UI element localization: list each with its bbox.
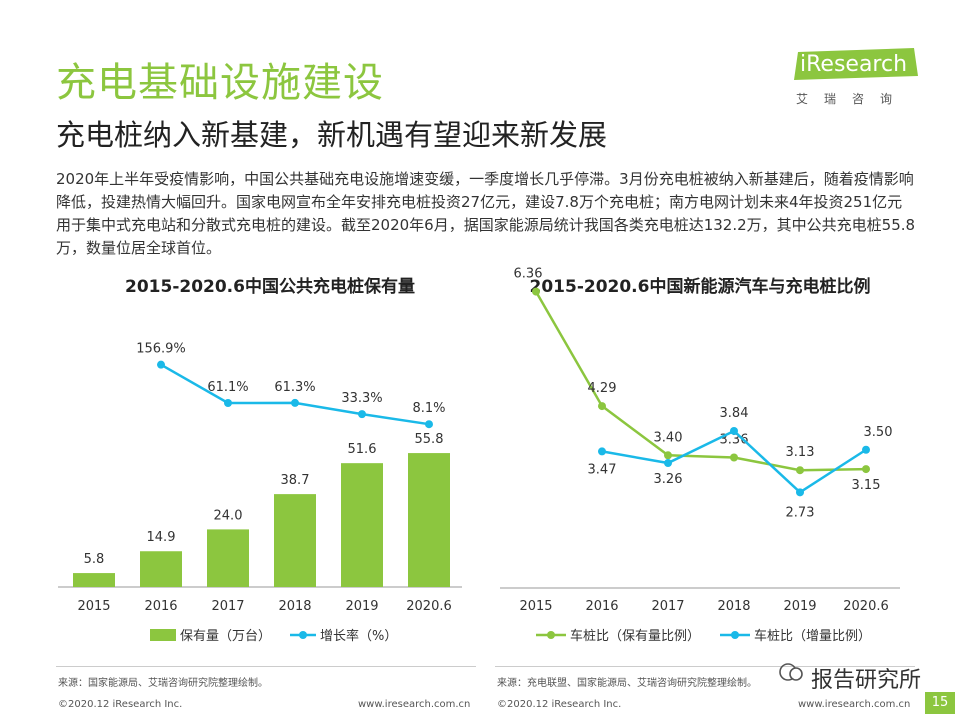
chart2-x-tick: 2020.6 — [843, 599, 889, 614]
chart1-bar-label: 24.0 — [214, 508, 243, 523]
chart2-legend-stock-dot — [547, 631, 555, 639]
chart2-increment-ratio-point — [796, 488, 804, 497]
chart1-x-tick: 2018 — [278, 599, 311, 614]
chart2-increment-ratio-point — [664, 459, 672, 468]
chart1-x-tick: 2020.6 — [406, 599, 452, 614]
chart1-x-tick: 2019 — [345, 599, 378, 614]
page-title: 充电基础设施建设 — [56, 60, 384, 106]
chart1-legend-line-dot — [299, 631, 307, 639]
chart2-stock-ratio-line — [534, 290, 867, 472]
chart1-bar-label: 5.8 — [84, 552, 105, 567]
chart1-growth-point — [291, 398, 299, 407]
logo-text: iResearch — [800, 52, 908, 77]
chart2-x-tick: 2015 — [519, 599, 552, 614]
chart1-bar — [341, 463, 383, 587]
chart2-increment-ratio-label: 3.84 — [720, 406, 749, 421]
chart2-stock-ratio-point — [862, 465, 870, 474]
chart2-stock-ratio-point — [664, 451, 672, 460]
chart1-bar — [73, 573, 115, 587]
chart1-bar — [274, 494, 316, 587]
chart1-x-tick: 2017 — [211, 599, 244, 614]
chart1-bar-label: 51.6 — [348, 442, 377, 457]
chart1-growth-label: 8.1% — [412, 401, 445, 416]
page-number: 15 — [925, 692, 955, 714]
chart2-legend-increment-dot — [731, 631, 739, 639]
chart1-growth-point — [224, 399, 232, 407]
chart2-stock-ratio-label: 3.40 — [654, 430, 683, 445]
chart1-x-tick: 2016 — [144, 599, 177, 614]
logo-badge-icon — [794, 48, 918, 80]
chart2-increment-ratio-label: 3.47 — [588, 462, 617, 477]
logo-cn: 艾瑞咨询 — [796, 92, 909, 106]
chart2-stock-ratio-point — [598, 402, 606, 411]
site-right: www.iresearch.com.cn — [798, 699, 911, 710]
site-left: www.iresearch.com.cn — [358, 699, 471, 710]
footer-divider-left — [56, 666, 476, 667]
chart1-bar-label: 14.9 — [147, 530, 176, 545]
chart2-title: 2015-2020.6中国新能源汽车与充电桩比例 — [529, 277, 871, 297]
chart2-stock-ratio-label: 3.13 — [786, 445, 815, 460]
chart1-bar — [140, 551, 182, 587]
source-right: 来源：充电联盟、国家能源局、艾瑞咨询研究院整理绘制。 — [497, 678, 757, 689]
chart2-stock-ratio-label: 6.36 — [514, 267, 543, 282]
chart2-increment-ratio-point — [862, 445, 870, 454]
chart2-stock-ratio-label: 3.15 — [852, 478, 881, 493]
chart1-growth-point — [425, 420, 433, 429]
chart1-bar-label: 38.7 — [281, 473, 310, 488]
intro-paragraph: 2020年上半年受疫情影响，中国公共基础充电设施增速变缓，一季度增长几乎停滞。3… — [56, 170, 916, 257]
chart1-title: 2015-2020.6中国公共充电桩保有量 — [125, 277, 415, 297]
chart1-growth-point — [358, 410, 366, 419]
chart1-growth-label: 61.1% — [207, 380, 248, 395]
chart2-legend-stock-label: 车桩比（保有量比例） — [570, 628, 700, 644]
chart2-increment-ratio-label: 2.73 — [786, 505, 815, 520]
page-subtitle: 充电桩纳入新基建，新机遇有望迎来新发展 — [56, 118, 608, 152]
chart2-increment-ratio-point — [730, 426, 738, 435]
chart2-increment-ratio-point — [598, 447, 606, 456]
chart2-stock-ratio-point — [796, 466, 804, 475]
chart1-x-tick: 2015 — [77, 599, 110, 614]
chart1-growth-label: 33.3% — [341, 391, 382, 406]
chart1-growth-label: 156.9% — [136, 342, 186, 357]
chart1-legend-bar-swatch — [150, 629, 176, 641]
chart2-x-tick: 2017 — [651, 599, 684, 614]
chart2-stock-ratio-point — [532, 287, 540, 296]
chart2-stock-ratio-label: 4.29 — [588, 381, 617, 396]
chart2-stock-ratio-point — [730, 453, 738, 462]
chart1-bar — [408, 453, 450, 587]
chart1-legend-bar-label: 保有量（万台） — [180, 629, 271, 644]
chart1-bar — [207, 529, 249, 587]
wechat-icon — [778, 663, 804, 690]
watermark-text: 报告研究所 — [811, 668, 922, 693]
chart2-x-tick: 2019 — [783, 599, 816, 614]
chart2-x-tick: 2016 — [585, 599, 618, 614]
watermark: 报告研究所 — [778, 662, 921, 694]
chart2-legend-increment-label: 车桩比（增量比例） — [754, 628, 871, 644]
chart1-legend-line-label: 增长率（%） — [320, 628, 397, 644]
footer-divider-right — [495, 666, 915, 667]
copyright-left: ©2020.12 iResearch Inc. — [58, 699, 183, 710]
chart2-increment-ratio-label: 3.50 — [864, 425, 893, 440]
chart2-increment-ratio-label: 3.26 — [654, 472, 683, 487]
copyright-right: ©2020.12 iResearch Inc. — [497, 699, 622, 710]
iresearch-logo: iResearch 艾瑞咨询 — [790, 46, 920, 116]
chart2-x-tick: 2018 — [717, 599, 750, 614]
source-left: 来源：国家能源局、艾瑞咨询研究院整理绘制。 — [58, 678, 268, 689]
chart1-growth-label: 61.3% — [274, 380, 315, 395]
chart1-bar-label: 55.8 — [415, 432, 444, 447]
chart1-growth-point — [157, 360, 165, 369]
